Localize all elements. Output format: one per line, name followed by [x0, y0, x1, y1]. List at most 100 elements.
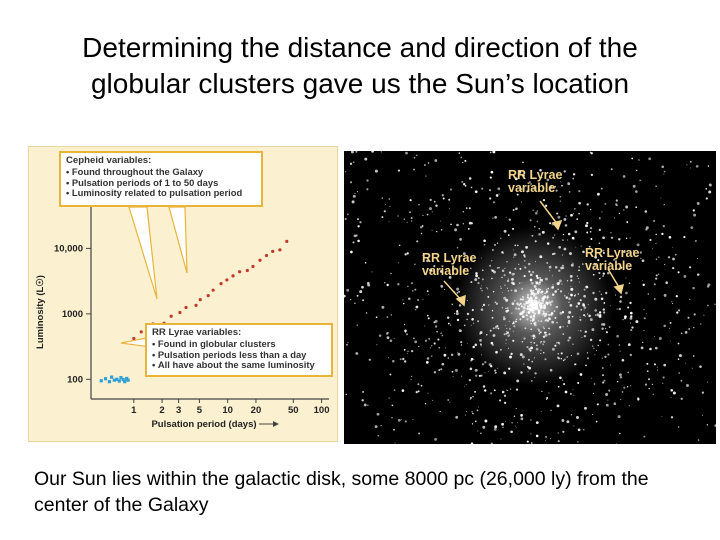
- star: [552, 284, 554, 286]
- star: [481, 278, 484, 281]
- star: [462, 252, 466, 256]
- star: [620, 266, 623, 269]
- star: [380, 151, 382, 153]
- star: [513, 253, 517, 257]
- star: [503, 371, 507, 375]
- star: [386, 336, 390, 340]
- star: [534, 336, 537, 338]
- star: [522, 298, 524, 300]
- star: [422, 298, 424, 300]
- star: [564, 224, 568, 227]
- star: [587, 287, 589, 289]
- star: [436, 230, 438, 233]
- star: [405, 151, 408, 155]
- star: [533, 309, 535, 312]
- star: [550, 287, 552, 289]
- star: [602, 311, 606, 314]
- star: [481, 354, 482, 356]
- star: [585, 285, 589, 289]
- star: [400, 418, 402, 420]
- star: [493, 389, 496, 392]
- star: [548, 392, 550, 394]
- star: [359, 290, 363, 294]
- star: [429, 198, 432, 202]
- star: [536, 220, 538, 223]
- star: [549, 270, 551, 272]
- star: [649, 238, 652, 242]
- star: [381, 305, 385, 309]
- star: [527, 305, 529, 307]
- star: [540, 304, 543, 307]
- star: [503, 318, 505, 320]
- star: [505, 343, 507, 345]
- star: [391, 417, 393, 419]
- star: [541, 278, 543, 281]
- star: [629, 237, 631, 239]
- star: [492, 327, 495, 330]
- star: [663, 324, 666, 328]
- star: [544, 204, 548, 207]
- star: [542, 312, 545, 315]
- star: [618, 212, 621, 215]
- star: [540, 342, 542, 344]
- star: [592, 273, 595, 276]
- star: [523, 309, 526, 311]
- cepheid-point: [231, 274, 235, 278]
- star: [561, 254, 564, 256]
- star: [460, 156, 463, 159]
- star: [541, 390, 543, 392]
- star: [687, 316, 690, 319]
- star: [541, 290, 544, 293]
- star: [674, 253, 677, 256]
- star: [656, 366, 658, 368]
- star: [501, 306, 504, 309]
- star: [522, 161, 524, 164]
- star: [526, 293, 530, 297]
- rr-lyrae-point: [115, 377, 119, 381]
- star: [476, 409, 479, 412]
- x-tick-label: 100: [314, 405, 330, 416]
- star: [620, 398, 622, 401]
- star: [616, 308, 618, 310]
- star: [502, 426, 504, 429]
- star: [426, 357, 430, 360]
- star: [532, 305, 535, 309]
- star: [371, 271, 373, 273]
- star: [677, 271, 680, 274]
- star: [511, 312, 513, 314]
- star: [387, 357, 390, 359]
- star: [484, 419, 488, 423]
- star: [460, 344, 462, 346]
- star: [538, 333, 541, 335]
- star: [451, 303, 453, 305]
- star: [551, 286, 554, 289]
- star: [458, 329, 462, 333]
- rr-lyrae-callout-heading: RR Lyrae variables:: [152, 327, 242, 338]
- star: [389, 339, 393, 343]
- star: [432, 399, 434, 401]
- star: [456, 223, 459, 227]
- star: [433, 264, 436, 268]
- star: [592, 414, 594, 416]
- star: [411, 220, 413, 222]
- star: [526, 296, 529, 299]
- star: [514, 244, 517, 247]
- star: [594, 354, 596, 356]
- star: [660, 197, 662, 199]
- star: [619, 432, 621, 435]
- star: [570, 213, 573, 217]
- star: [474, 368, 478, 372]
- cepheid-bullet: Luminosity related to pulsation period: [66, 188, 256, 199]
- star: [441, 362, 445, 366]
- period-luminosity-figure: 1 2 3 5 10 20 50 100 100 1000 10,000 Pulsation peri…: [28, 146, 338, 442]
- star: [540, 349, 542, 351]
- star: [555, 189, 558, 192]
- star: [498, 193, 500, 195]
- star: [477, 320, 480, 323]
- star: [562, 430, 565, 433]
- star: [347, 342, 349, 344]
- star: [697, 439, 700, 441]
- star: [521, 295, 524, 298]
- star: [593, 262, 596, 265]
- star: [577, 382, 580, 384]
